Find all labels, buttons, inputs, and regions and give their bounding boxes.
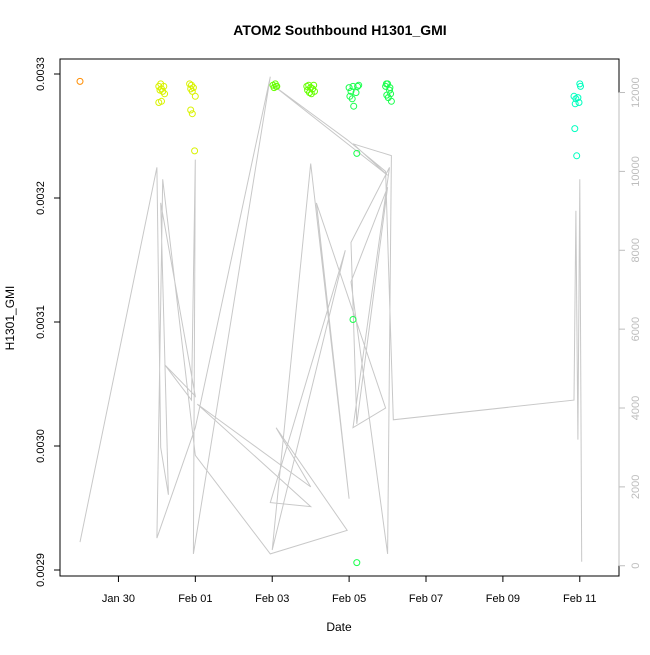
y-tick-label: 0.0032 <box>35 181 47 215</box>
chart-title: ATOM2 Southbound H1301_GMI <box>233 22 446 38</box>
scatter-points-layer <box>76 77 584 567</box>
scatter-point <box>354 82 362 90</box>
y2-tick-label: 6000 <box>630 317 642 341</box>
scatter-point <box>348 95 356 103</box>
scatter-point <box>574 94 582 102</box>
x-tick-label: Feb 09 <box>486 593 520 605</box>
scatter-point <box>571 100 579 108</box>
scatter-point <box>573 152 581 160</box>
scatter-point <box>355 81 363 89</box>
y-axis-right: 0 2000 4000 6000 8000 10000 12000 <box>618 77 642 569</box>
x-tick-label: Feb 05 <box>332 593 366 605</box>
x-axis: Jan 30 Feb 01 Feb 03 Feb 05 Feb 07 Feb 09 Feb … <box>102 575 596 605</box>
scatter-point <box>187 106 195 114</box>
scatter-point <box>161 90 169 98</box>
scatter-point <box>350 102 358 110</box>
x-tick-label: Feb 03 <box>255 593 289 605</box>
line-series-layer <box>79 76 583 562</box>
scatter-point <box>189 84 197 92</box>
scatter-point <box>575 99 583 106</box>
scatter-point <box>273 82 281 90</box>
y-tick-label: 0.0029 <box>35 553 47 587</box>
line-series <box>79 76 583 562</box>
scatter-point <box>352 89 360 97</box>
y-axis-left: 0.0029 0.0030 0.0031 0.0032 0.0033 <box>35 57 61 587</box>
y2-tick-label: 8000 <box>630 238 642 262</box>
scatter-point <box>303 82 311 90</box>
x-tick-label: Jan 30 <box>102 593 135 605</box>
scatter-point <box>382 80 390 88</box>
y2-tick-label: 4000 <box>630 396 642 420</box>
x-tick-label: Feb 01 <box>178 593 212 605</box>
scatter-point <box>387 97 395 105</box>
scatter-point <box>577 82 584 90</box>
x-tick-label: Feb 07 <box>409 593 443 605</box>
scatter-point <box>307 90 315 98</box>
y-tick-label: 0.0030 <box>35 429 47 463</box>
y2-tick-label: 12000 <box>630 77 642 108</box>
scatter-point <box>188 87 196 95</box>
y-tick-label: 0.0031 <box>35 305 47 339</box>
scatter-point <box>158 97 165 105</box>
scatter-point <box>191 147 199 155</box>
scatter-point <box>345 84 353 92</box>
x-axis-label: Date <box>326 620 352 634</box>
scatter-point <box>186 80 194 88</box>
y2-tick-label: 0 <box>630 563 642 569</box>
scatter-point <box>386 84 394 92</box>
y-tick-label: 0.0033 <box>35 57 47 91</box>
x-tick-label: Feb 11 <box>563 593 596 605</box>
scatter-point <box>353 149 361 157</box>
y2-tick-label: 10000 <box>630 156 642 187</box>
scatter-point <box>349 316 357 323</box>
scatter-point <box>571 125 579 133</box>
scatter-point <box>353 559 361 567</box>
scatter-point <box>188 110 196 118</box>
scatter-point <box>76 77 84 85</box>
scatter-point <box>191 92 199 100</box>
plot-frame <box>59 58 620 577</box>
y-axis-label: H1301_GMI <box>3 286 17 351</box>
scatter-point <box>160 82 168 90</box>
y2-tick-label: 2000 <box>630 475 642 499</box>
